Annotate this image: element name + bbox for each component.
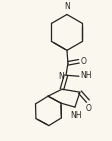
Text: NH: NH bbox=[70, 111, 81, 120]
Text: N: N bbox=[64, 3, 69, 11]
Text: O: O bbox=[85, 104, 91, 113]
Text: NH: NH bbox=[79, 71, 91, 80]
Text: N: N bbox=[58, 72, 63, 81]
Text: O: O bbox=[80, 57, 86, 66]
